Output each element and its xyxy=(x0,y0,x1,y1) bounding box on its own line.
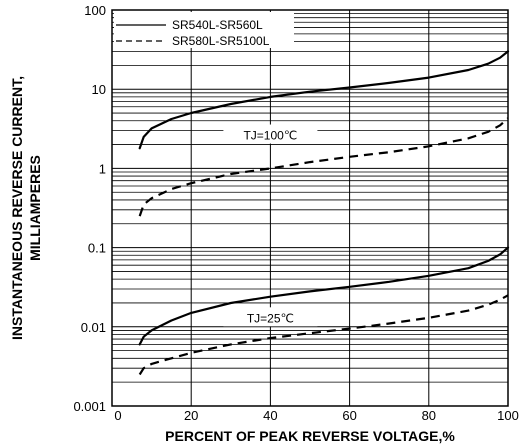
legend-box xyxy=(114,12,294,48)
series-line-sr580l-sr5100l-tj100 xyxy=(138,117,509,217)
x-axis-title: PERCENT OF PEAK REVERSE VOLTAGE,% xyxy=(165,428,455,444)
x-tick-label: 0 xyxy=(114,408,121,423)
x-tick-label: 80 xyxy=(422,408,436,423)
y-tick-labels: 0.001 0.01 0.1 1 10 100 xyxy=(73,3,106,414)
annotation-tj100-box xyxy=(223,124,318,144)
annotation-tj25-label: TJ=25℃ xyxy=(247,311,294,325)
annotation-tj25-box xyxy=(223,307,318,327)
annotation-tj100-label: TJ=100℃ xyxy=(243,129,297,143)
x-tick-label: 20 xyxy=(184,408,198,423)
y-tick-label: 0.1 xyxy=(88,241,106,256)
series-line-sr540l-sr560l-tj25 xyxy=(138,246,510,346)
y-axis-title-line2: MILLIAMPERES xyxy=(27,155,43,261)
y-tick-label: 1 xyxy=(99,161,106,176)
y-tick-label: 0.01 xyxy=(81,320,106,335)
legend-label-sr580l: SR580L-SR5100L xyxy=(172,34,270,48)
series-line-sr540l-sr560l-tj100 xyxy=(138,50,510,150)
y-tick-label: 10 xyxy=(92,82,106,97)
series-layer xyxy=(138,50,510,376)
plot-frame xyxy=(111,9,509,407)
series-line-sr580l-sr5100l-tj25 xyxy=(138,294,509,376)
legend-label-sr540l: SR540L-SR560L xyxy=(172,18,263,32)
legend: SR540L-SR560L SR580L-SR5100L xyxy=(114,12,294,48)
x-tick-label: 100 xyxy=(497,408,519,423)
y-axis-title-line1: INSTANTANEOUS REVERSE CURRENT, xyxy=(9,76,25,340)
annotation-tj25: TJ=25℃ xyxy=(223,307,318,327)
annotation-tj100: TJ=100℃ xyxy=(223,124,318,144)
grid xyxy=(112,10,508,407)
x-tick-label: 40 xyxy=(263,408,277,423)
y-tick-label: 0.001 xyxy=(73,399,106,414)
y-tick-label: 100 xyxy=(84,3,106,18)
x-tick-label: 60 xyxy=(342,408,356,423)
x-tick-labels: 0 20 40 60 80 100 xyxy=(114,408,518,423)
